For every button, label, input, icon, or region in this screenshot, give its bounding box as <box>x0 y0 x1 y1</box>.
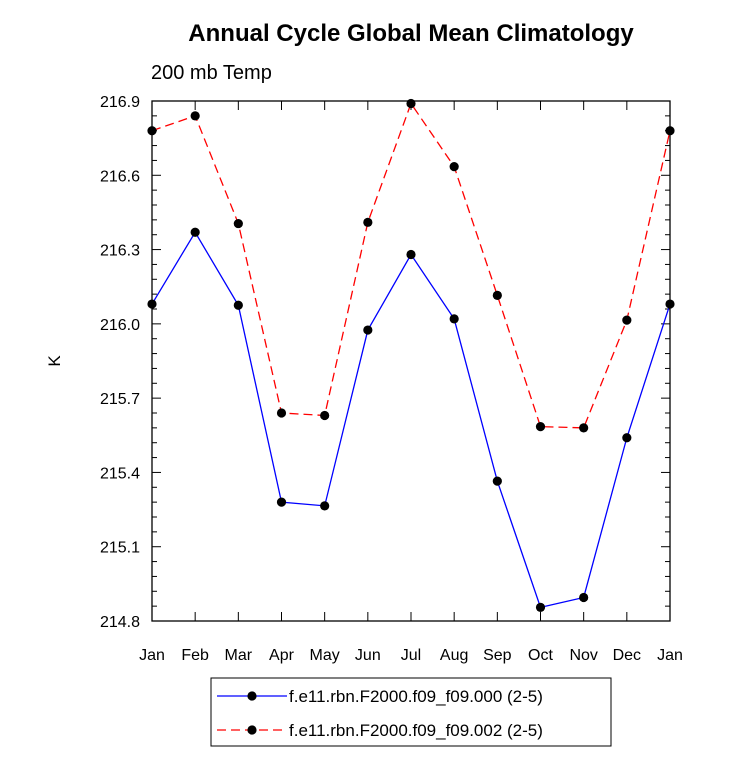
series-1-point <box>363 325 373 335</box>
x-tick-label: Jan <box>657 647 683 664</box>
y-tick-label: 215.7 <box>100 391 140 408</box>
x-tick-label: Dec <box>613 647 641 664</box>
chart-subtitle: 200 mb Temp <box>151 62 272 84</box>
y-tick-label: 216.3 <box>100 243 140 260</box>
y-tick-label: 214.8 <box>100 614 140 631</box>
series-1-point <box>147 299 157 309</box>
legend: f.e11.rbn.F2000.f09_f09.000 (2-5) f.e11.r… <box>210 677 612 747</box>
legend-label-2: f.e11.rbn.F2000.f09_f09.002 (2-5) <box>289 721 543 740</box>
series-1-point <box>320 501 330 511</box>
y-axis-label: K <box>45 355 64 367</box>
y-tick-label: 215.4 <box>100 465 140 482</box>
series-2-point <box>363 217 373 227</box>
series-1-point <box>579 592 589 603</box>
series-1-point <box>406 249 416 260</box>
x-tick-label: Feb <box>181 647 209 664</box>
y-tick-label: 216.9 <box>100 94 140 111</box>
legend-box <box>210 677 612 747</box>
series-layer <box>147 98 675 612</box>
series-2-point <box>535 422 546 432</box>
series-line-2 <box>151 102 671 429</box>
legend-marker-2 <box>247 725 257 735</box>
series-1-point <box>665 299 675 309</box>
series-1-point <box>449 314 459 324</box>
series-2-point <box>190 111 200 121</box>
x-tick-label: May <box>310 647 340 664</box>
series-2-point <box>622 315 632 325</box>
y-tick-labels: 216.9 216.6 216.3 216.0 215.7 215.4 215.1 214.8 <box>100 94 140 631</box>
x-tick-labels: Jan Feb Mar Apr May Jun Jul Aug Sep Oct Nov Dec Jan <box>139 647 683 664</box>
x-tick-label: Sep <box>483 647 512 664</box>
y-tick-label: 215.1 <box>100 540 140 557</box>
series-1-point <box>190 227 200 237</box>
series-2-point <box>233 218 243 229</box>
series-2-point <box>147 126 157 136</box>
series-1-point <box>492 476 502 486</box>
series-2-point <box>276 408 287 418</box>
axis-ticks <box>151 100 671 622</box>
series-1-point <box>535 602 546 612</box>
x-tick-label: Oct <box>528 647 553 664</box>
y-tick-label: 216.6 <box>100 168 140 185</box>
x-tick-label: Jan <box>139 647 165 664</box>
series-line-1 <box>151 230 671 609</box>
x-tick-label: Nov <box>569 647 597 664</box>
series-2-point <box>492 290 502 300</box>
series-2-point <box>449 162 459 172</box>
series-1-point <box>233 300 243 310</box>
x-tick-label: Aug <box>440 647 468 664</box>
x-tick-label: Jun <box>355 647 381 664</box>
legend-marker-1 <box>247 691 257 701</box>
x-tick-label: Apr <box>269 647 295 664</box>
series-2-point <box>665 126 675 136</box>
series-2-point <box>579 423 589 433</box>
x-tick-label: Mar <box>225 647 253 664</box>
series-2-point <box>320 410 330 421</box>
y-tick-label: 216.0 <box>100 317 140 334</box>
series-1-point <box>622 433 632 443</box>
x-tick-label: Jul <box>401 647 421 664</box>
legend-label-1: f.e11.rbn.F2000.f09_f09.000 (2-5) <box>289 687 543 706</box>
series-1-point <box>276 497 287 507</box>
series-2-point <box>406 98 416 109</box>
chart-title: Annual Cycle Global Mean Climatology <box>188 20 634 47</box>
plot-frame <box>151 100 671 622</box>
